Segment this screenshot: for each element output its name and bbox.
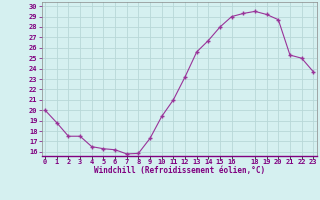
X-axis label: Windchill (Refroidissement éolien,°C): Windchill (Refroidissement éolien,°C) xyxy=(94,166,265,175)
